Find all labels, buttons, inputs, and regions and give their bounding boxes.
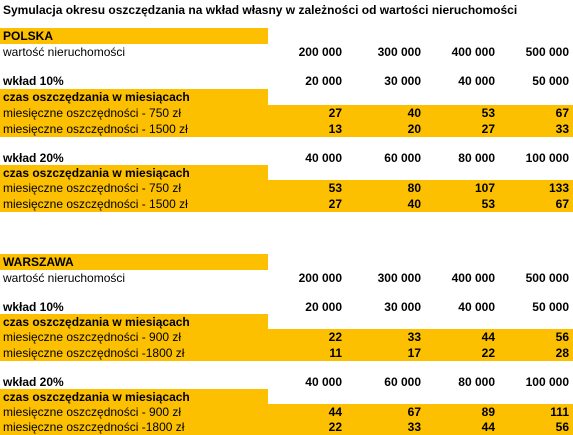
cell: 11	[329, 346, 342, 360]
cell: 400 000	[451, 271, 495, 285]
property-value-row: wartość nieruchomości 200 000 300 000 40…	[0, 44, 573, 60]
section-name: WARSZAWA	[0, 254, 268, 270]
table-row: miesięczne oszczędności - 900 zł 44 67 8…	[0, 404, 573, 420]
row-label: miesięczne oszczędności - 1500 zł	[3, 122, 188, 136]
cell: 50 000	[532, 74, 569, 88]
cell: 100 000	[525, 151, 569, 165]
cell: 500 000	[525, 45, 569, 59]
cell: 80 000	[458, 151, 495, 165]
deposit-row: wkład 10% 20 000 30 000 40 000 50 000	[0, 73, 573, 89]
cell: 44	[481, 330, 495, 344]
cell: 111	[550, 405, 569, 419]
cell: 500 000	[525, 271, 569, 285]
row-label: czas oszczędzania w miesiącach	[0, 165, 268, 181]
cell: 20 000	[305, 74, 342, 88]
cell: 100 000	[525, 375, 569, 389]
cell: 80 000	[458, 375, 495, 389]
cell: 17	[407, 346, 421, 360]
cell: 80	[407, 181, 421, 195]
table-row: miesięczne oszczędności - 1500 zł 27 40 …	[0, 196, 573, 212]
row-label: wkład 20%	[3, 151, 64, 165]
cell: 44	[481, 420, 495, 434]
cell: 20	[407, 122, 421, 136]
row-label: miesięczne oszczędności -1800 zł	[3, 346, 185, 360]
section-header-warszawa: WARSZAWA	[0, 254, 573, 270]
row-label: wartość nieruchomości	[3, 45, 126, 59]
table-row: miesięczne oszczędności - 750 zł 53 80 1…	[0, 180, 573, 196]
cell: 200 000	[298, 45, 342, 59]
time-header-row: czas oszczędzania w miesiącach	[0, 89, 573, 105]
cell: 40 000	[305, 151, 342, 165]
cell: 400 000	[451, 45, 495, 59]
deposit-row: wkład 10% 20 000 30 000 40 000 50 000	[0, 299, 573, 315]
cell: 60 000	[384, 375, 421, 389]
cell: 22	[328, 330, 342, 344]
cell: 56	[555, 420, 569, 434]
row-label: czas oszczędzania w miesiącach	[0, 389, 268, 405]
time-header-row: czas oszczędzania w miesiącach	[0, 314, 573, 330]
cell: 50 000	[532, 300, 569, 314]
cell: 27	[328, 106, 342, 120]
row-label: wkład 10%	[3, 300, 64, 314]
property-value-row: wartość nieruchomości 200 000 300 000 40…	[0, 270, 573, 286]
cell: 67	[555, 197, 569, 211]
cell: 60 000	[384, 151, 421, 165]
cell: 20 000	[305, 300, 342, 314]
table-row: miesięczne oszczędności - 1500 zł 13 20 …	[0, 121, 573, 137]
cell: 67	[555, 106, 569, 120]
table-row: miesięczne oszczędności -1800 zł 11 17 2…	[0, 345, 573, 361]
row-label: wartość nieruchomości	[3, 271, 126, 285]
row-label: miesięczne oszczędności - 900 zł	[3, 405, 182, 419]
cell: 53	[328, 181, 342, 195]
cell: 40 000	[458, 74, 495, 88]
cell: 300 000	[377, 271, 421, 285]
cell: 22	[481, 346, 495, 360]
deposit-row: wkład 20% 40 000 60 000 80 000 100 000	[0, 150, 573, 166]
cell: 40 000	[305, 375, 342, 389]
row-label: czas oszczędzania w miesiącach	[0, 314, 268, 330]
row-label: miesięczne oszczędności - 750 zł	[3, 106, 182, 120]
row-label: czas oszczędzania w miesiącach	[0, 89, 268, 105]
cell: 53	[481, 197, 495, 211]
time-header-row: czas oszczędzania w miesiącach	[0, 389, 573, 405]
cell: 67	[407, 405, 421, 419]
row-label: wkład 20%	[3, 375, 64, 389]
section-name: POLSKA	[0, 28, 268, 44]
cell: 22	[328, 420, 342, 434]
cell: 89	[481, 405, 495, 419]
cell: 44	[328, 405, 342, 419]
time-header-row: czas oszczędzania w miesiącach	[0, 165, 573, 181]
cell: 40	[407, 106, 421, 120]
cell: 33	[407, 420, 421, 434]
cell: 200 000	[298, 271, 342, 285]
cell: 13	[328, 122, 342, 136]
table-row: miesięczne oszczędności - 900 zł 22 33 4…	[0, 329, 573, 345]
cell: 30 000	[384, 74, 421, 88]
deposit-row: wkład 20% 40 000 60 000 80 000 100 000	[0, 374, 573, 390]
cell: 27	[481, 122, 495, 136]
cell: 27	[328, 197, 342, 211]
row-label: miesięczne oszczędności - 750 zł	[3, 181, 182, 195]
cell: 40 000	[458, 300, 495, 314]
cell: 53	[481, 106, 495, 120]
section-header-polska: POLSKA	[0, 28, 573, 44]
cell: 56	[555, 330, 569, 344]
cell: 133	[548, 181, 569, 195]
cell: 33	[407, 330, 421, 344]
cell: 107	[474, 181, 495, 195]
sheet-title: Symulacja okresu oszczędzania na wkład w…	[3, 3, 518, 17]
row-label: miesięczne oszczędności - 900 zł	[3, 330, 182, 344]
table-row: miesięczne oszczędności - 750 zł 27 40 5…	[0, 105, 573, 121]
cell: 300 000	[377, 45, 421, 59]
cell: 28	[555, 346, 569, 360]
row-label: miesięczne oszczędności -1800 zł	[3, 420, 185, 434]
row-label: wkład 10%	[3, 74, 64, 88]
cell: 33	[555, 122, 569, 136]
table-row: miesięczne oszczędności -1800 zł 22 33 4…	[0, 419, 573, 435]
cell: 30 000	[384, 300, 421, 314]
row-label: miesięczne oszczędności - 1500 zł	[3, 197, 188, 211]
cell: 40	[407, 197, 421, 211]
